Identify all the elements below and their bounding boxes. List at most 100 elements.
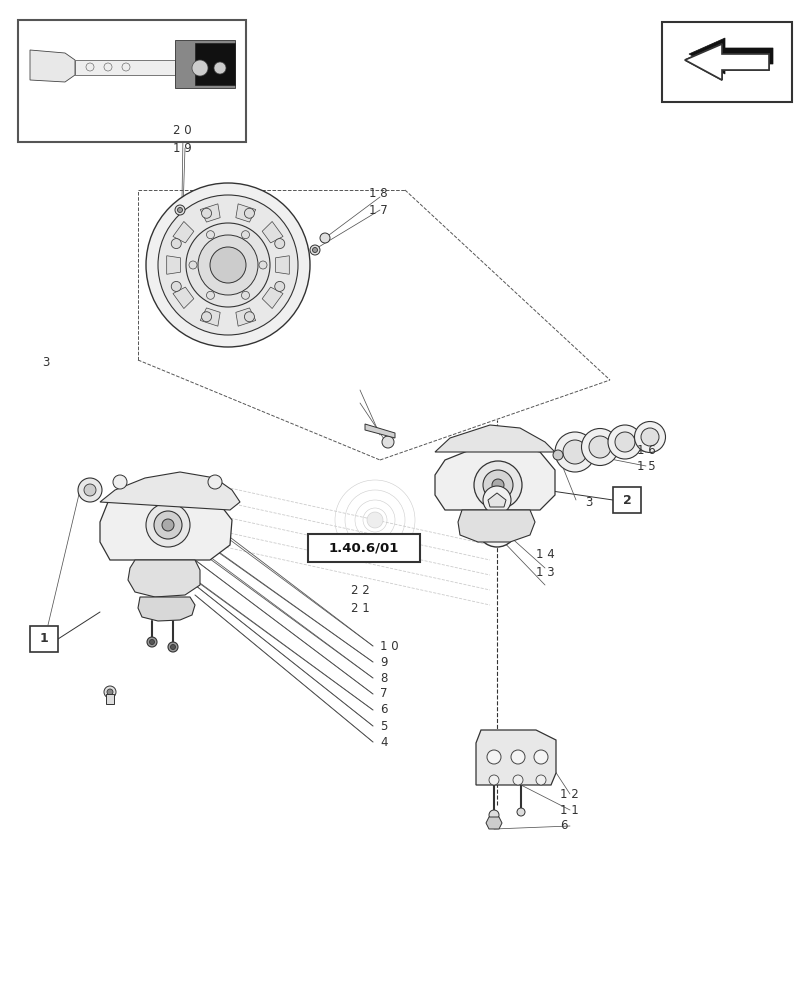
Text: 1 0: 1 0 xyxy=(380,640,398,652)
Bar xyxy=(106,694,114,704)
Polygon shape xyxy=(235,308,255,326)
Polygon shape xyxy=(100,488,232,560)
Text: 4: 4 xyxy=(380,735,387,748)
Circle shape xyxy=(104,686,116,698)
Circle shape xyxy=(208,475,221,489)
Polygon shape xyxy=(365,424,394,438)
Circle shape xyxy=(367,512,383,528)
Circle shape xyxy=(513,775,522,785)
Circle shape xyxy=(201,312,212,322)
Circle shape xyxy=(476,507,517,547)
Circle shape xyxy=(147,637,157,647)
Circle shape xyxy=(484,515,508,539)
Circle shape xyxy=(535,775,545,785)
Text: 1 4: 1 4 xyxy=(535,548,554,560)
Circle shape xyxy=(201,208,212,218)
Bar xyxy=(661,22,791,102)
Circle shape xyxy=(320,233,329,243)
Polygon shape xyxy=(128,560,200,597)
Polygon shape xyxy=(486,817,501,829)
Bar xyxy=(307,534,419,562)
Circle shape xyxy=(510,750,525,764)
Polygon shape xyxy=(684,44,768,80)
Text: 2: 2 xyxy=(622,493,631,506)
Circle shape xyxy=(274,281,285,291)
Polygon shape xyxy=(173,287,194,309)
Circle shape xyxy=(154,511,182,539)
Text: 7: 7 xyxy=(380,687,387,700)
Circle shape xyxy=(310,245,320,255)
Circle shape xyxy=(84,484,96,496)
Text: 6: 6 xyxy=(380,703,387,716)
Text: 8: 8 xyxy=(380,672,387,684)
Circle shape xyxy=(259,261,267,269)
Circle shape xyxy=(474,461,521,509)
Polygon shape xyxy=(235,204,255,222)
Circle shape xyxy=(178,208,182,213)
Polygon shape xyxy=(100,472,240,510)
Polygon shape xyxy=(200,204,220,222)
Text: 1 1: 1 1 xyxy=(560,804,578,816)
Circle shape xyxy=(483,486,510,514)
Circle shape xyxy=(491,522,501,532)
Circle shape xyxy=(171,239,181,249)
Polygon shape xyxy=(487,493,505,507)
Polygon shape xyxy=(173,221,194,243)
Circle shape xyxy=(588,436,610,458)
Circle shape xyxy=(607,425,642,459)
Text: 1 9: 1 9 xyxy=(173,142,191,155)
Circle shape xyxy=(552,450,562,460)
Circle shape xyxy=(488,775,499,785)
Polygon shape xyxy=(75,60,175,75)
Circle shape xyxy=(633,422,665,452)
Circle shape xyxy=(614,432,634,452)
Circle shape xyxy=(534,750,547,764)
Circle shape xyxy=(640,428,659,446)
Circle shape xyxy=(214,62,225,74)
Circle shape xyxy=(191,60,208,76)
Circle shape xyxy=(189,261,197,269)
Polygon shape xyxy=(262,287,283,309)
Text: 6: 6 xyxy=(560,819,567,832)
Circle shape xyxy=(562,440,586,464)
Text: 1.40.6/01: 1.40.6/01 xyxy=(328,542,399,554)
Text: 2 0: 2 0 xyxy=(173,124,191,137)
Circle shape xyxy=(241,291,249,299)
Polygon shape xyxy=(275,256,289,274)
Circle shape xyxy=(198,235,258,295)
Circle shape xyxy=(162,519,174,531)
Polygon shape xyxy=(457,510,534,542)
Text: 1 5: 1 5 xyxy=(637,460,655,473)
Circle shape xyxy=(491,479,504,491)
Text: 1 3: 1 3 xyxy=(535,565,554,578)
Circle shape xyxy=(312,247,317,252)
Circle shape xyxy=(158,195,298,335)
Circle shape xyxy=(107,689,113,695)
Circle shape xyxy=(241,231,249,239)
Text: 2 2: 2 2 xyxy=(350,583,369,596)
Polygon shape xyxy=(684,44,768,80)
Text: 1 6: 1 6 xyxy=(637,444,655,456)
Polygon shape xyxy=(30,50,75,82)
Polygon shape xyxy=(195,43,234,85)
Polygon shape xyxy=(138,597,195,621)
Polygon shape xyxy=(262,221,283,243)
Text: 3: 3 xyxy=(584,495,592,508)
Circle shape xyxy=(381,436,393,448)
Polygon shape xyxy=(200,308,220,326)
Circle shape xyxy=(206,291,214,299)
Polygon shape xyxy=(166,256,180,274)
Polygon shape xyxy=(175,40,234,88)
Circle shape xyxy=(168,642,178,652)
Text: 1: 1 xyxy=(40,632,49,646)
Text: 9: 9 xyxy=(380,656,387,668)
Circle shape xyxy=(175,205,185,215)
Circle shape xyxy=(146,183,310,347)
Circle shape xyxy=(171,281,181,291)
Polygon shape xyxy=(475,730,556,785)
Circle shape xyxy=(206,231,214,239)
Circle shape xyxy=(487,750,500,764)
Circle shape xyxy=(113,475,127,489)
Circle shape xyxy=(210,247,246,283)
Polygon shape xyxy=(435,425,554,452)
